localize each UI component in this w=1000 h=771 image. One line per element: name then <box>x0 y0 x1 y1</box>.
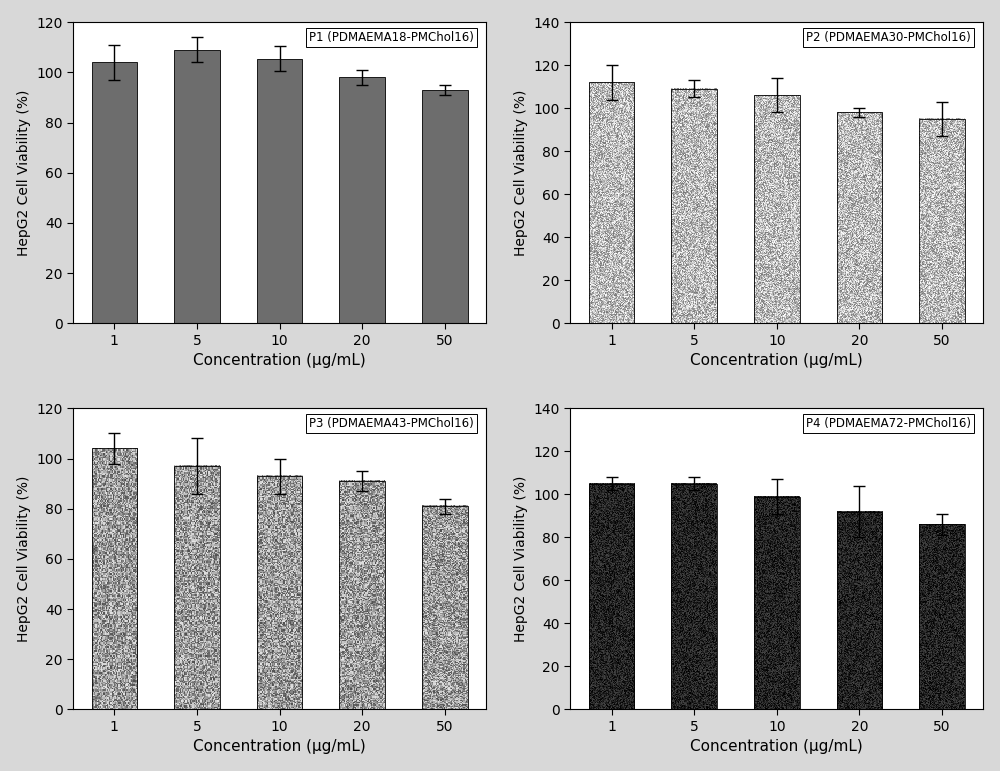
Y-axis label: HepG2 Cell Viability (%): HepG2 Cell Viability (%) <box>514 476 528 642</box>
Bar <box>589 82 634 323</box>
Bar <box>837 512 882 709</box>
Bar <box>671 483 717 709</box>
Bar <box>174 50 220 323</box>
Bar <box>174 466 220 709</box>
Y-axis label: HepG2 Cell Viability (%): HepG2 Cell Viability (%) <box>514 89 528 256</box>
Bar <box>919 524 965 709</box>
Bar <box>339 481 385 709</box>
Bar <box>754 497 800 709</box>
Y-axis label: HepG2 Cell Viability (%): HepG2 Cell Viability (%) <box>17 476 31 642</box>
Bar <box>257 476 302 709</box>
Bar <box>92 449 137 709</box>
Bar <box>339 481 385 709</box>
Bar <box>919 119 965 323</box>
Y-axis label: HepG2 Cell Viability (%): HepG2 Cell Viability (%) <box>17 89 31 256</box>
Bar <box>589 483 634 709</box>
Bar <box>837 113 882 323</box>
Bar <box>589 483 634 709</box>
Bar <box>257 59 302 323</box>
Bar <box>92 449 137 709</box>
Bar <box>837 512 882 709</box>
Bar <box>754 96 800 323</box>
X-axis label: Concentration (μg/mL): Concentration (μg/mL) <box>193 739 366 754</box>
Bar <box>257 476 302 709</box>
Bar <box>754 497 800 709</box>
Bar <box>422 507 468 709</box>
Bar <box>422 507 468 709</box>
Text: P2 (PDMAEMA30-PMChol16): P2 (PDMAEMA30-PMChol16) <box>806 31 971 44</box>
Bar <box>339 77 385 323</box>
Bar <box>671 89 717 323</box>
Bar <box>671 483 717 709</box>
Bar <box>671 89 717 323</box>
Bar <box>837 113 882 323</box>
Bar <box>589 82 634 323</box>
Text: P4 (PDMAEMA72-PMChol16): P4 (PDMAEMA72-PMChol16) <box>806 417 971 430</box>
Bar <box>754 96 800 323</box>
X-axis label: Concentration (μg/mL): Concentration (μg/mL) <box>193 353 366 368</box>
X-axis label: Concentration (μg/mL): Concentration (μg/mL) <box>690 739 863 754</box>
Bar <box>919 524 965 709</box>
Bar <box>92 62 137 323</box>
Bar <box>174 466 220 709</box>
Bar <box>422 90 468 323</box>
Bar <box>919 119 965 323</box>
X-axis label: Concentration (μg/mL): Concentration (μg/mL) <box>690 353 863 368</box>
Text: P1 (PDMAEMA18-PMChol16): P1 (PDMAEMA18-PMChol16) <box>309 31 474 44</box>
Text: P3 (PDMAEMA43-PMChol16): P3 (PDMAEMA43-PMChol16) <box>309 417 474 430</box>
